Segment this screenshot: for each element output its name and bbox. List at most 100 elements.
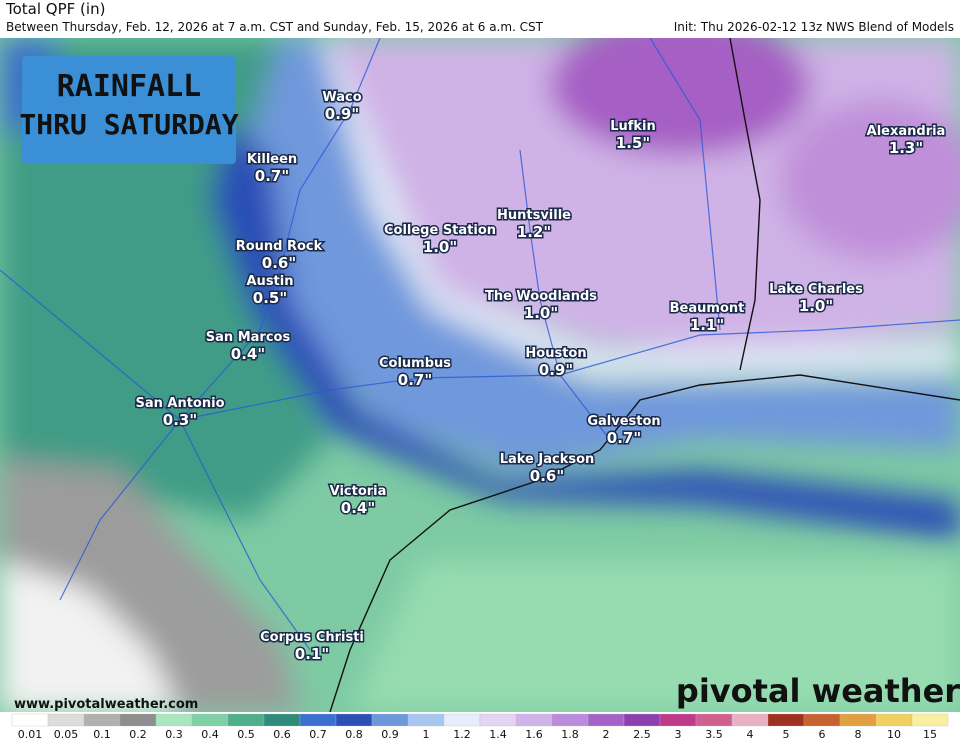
legend-label: 6 bbox=[819, 728, 826, 741]
city-amount: 1.0" bbox=[799, 297, 833, 315]
city-name: Lufkin bbox=[610, 119, 656, 134]
legend-label: 0.5 bbox=[237, 728, 255, 741]
city-amount: 0.1" bbox=[295, 645, 329, 663]
legend-label: 0.2 bbox=[129, 728, 147, 741]
city-name: The Woodlands bbox=[485, 289, 597, 304]
legend-swatch bbox=[407, 713, 445, 727]
legend-swatch bbox=[191, 713, 229, 727]
site-url: www.pivotalweather.com bbox=[14, 697, 198, 712]
city-name: Killeen bbox=[247, 152, 297, 167]
legend-label: 0.1 bbox=[93, 728, 111, 741]
legend-label: 5 bbox=[783, 728, 790, 741]
city-name: Lake Jackson bbox=[500, 452, 595, 467]
legend-label: 1.6 bbox=[525, 728, 543, 741]
legend-label: 2 bbox=[603, 728, 610, 741]
city-amount: 0.7" bbox=[607, 429, 641, 447]
city-amount: 0.7" bbox=[255, 167, 289, 185]
legend-swatch bbox=[551, 713, 589, 727]
legend-label: 0.8 bbox=[345, 728, 363, 741]
city-name: Huntsville bbox=[497, 208, 571, 223]
legend-label: 0.01 bbox=[18, 728, 43, 741]
map-title: Total QPF (in) bbox=[5, 0, 105, 18]
legend-swatch bbox=[623, 713, 661, 727]
city-name: San Marcos bbox=[206, 330, 291, 345]
legend-label: 1.2 bbox=[453, 728, 471, 741]
legend-swatch bbox=[695, 713, 733, 727]
legend-label: 0.05 bbox=[54, 728, 79, 741]
banner-line: RAINFALL bbox=[57, 69, 202, 104]
legend-swatch bbox=[11, 713, 49, 727]
legend-label: 0.6 bbox=[273, 728, 291, 741]
legend-swatch bbox=[803, 713, 841, 727]
city-amount: 1.5" bbox=[616, 134, 650, 152]
legend-swatch bbox=[155, 713, 193, 727]
city-name: Waco bbox=[322, 90, 361, 105]
city-amount: 0.5" bbox=[253, 289, 287, 307]
legend-label: 2.5 bbox=[633, 728, 651, 741]
init-text: Init: Thu 2026-02-12 13z NWS Blend of Mo… bbox=[674, 20, 954, 34]
legend-swatch bbox=[839, 713, 877, 727]
legend-label: 0.9 bbox=[381, 728, 399, 741]
city-name: Galveston bbox=[587, 414, 660, 429]
legend-swatch bbox=[767, 713, 805, 727]
city-name: Houston bbox=[525, 346, 586, 361]
city-amount: 0.3" bbox=[163, 411, 197, 429]
city-amount: 0.9" bbox=[539, 361, 573, 379]
legend-swatch bbox=[335, 713, 373, 727]
legend-label: 3.5 bbox=[705, 728, 723, 741]
rivers-roads bbox=[0, 38, 960, 651]
banner-line: THRU SATURDAY bbox=[19, 108, 238, 141]
city-name: Alexandria bbox=[867, 124, 946, 139]
city-amount: 0.4" bbox=[231, 345, 265, 363]
legend-swatch bbox=[479, 713, 517, 727]
city-name: Lake Charles bbox=[769, 282, 863, 297]
city-amount: 1.3" bbox=[889, 139, 923, 157]
city-name: College Station bbox=[384, 223, 496, 238]
city-name: Columbus bbox=[379, 356, 451, 371]
legend: 0.01 0.05 0.1 0.2 0.3 0.4 0.5 0.6 0.7 0.8 0.9 1 1.2 1… bbox=[11, 713, 949, 741]
city-amount: 0.6" bbox=[530, 467, 564, 485]
city-amount: 0.6" bbox=[262, 254, 296, 272]
city-amount: 1.2" bbox=[517, 223, 551, 241]
legend-swatch bbox=[515, 713, 553, 727]
city-amount: 0.7" bbox=[398, 371, 432, 389]
legend-swatch bbox=[587, 713, 625, 727]
legend-swatch bbox=[299, 713, 337, 727]
legend-swatch bbox=[875, 713, 913, 727]
legend-label: 4 bbox=[747, 728, 754, 741]
city-name: Austin bbox=[247, 274, 294, 289]
logo: pivotal weather bbox=[676, 672, 960, 710]
legend-label: 8 bbox=[855, 728, 862, 741]
city-amount: 1.0" bbox=[524, 304, 558, 322]
city-name: Beaumont bbox=[670, 301, 745, 316]
city-amount: 1.1" bbox=[690, 316, 724, 334]
legend-label: 1 bbox=[423, 728, 430, 741]
legend-swatch bbox=[371, 713, 409, 727]
coastline bbox=[329, 38, 960, 712]
legend-swatch bbox=[263, 713, 301, 727]
legend-label: 10 bbox=[887, 728, 901, 741]
legend-swatch bbox=[47, 713, 85, 727]
legend-swatch bbox=[731, 713, 769, 727]
legend-label: 1.4 bbox=[489, 728, 507, 741]
header-bar bbox=[0, 0, 960, 38]
legend-label: 0.7 bbox=[309, 728, 327, 741]
city-name: Victoria bbox=[330, 484, 387, 499]
legend-swatch bbox=[659, 713, 697, 727]
legend-label: 1.8 bbox=[561, 728, 579, 741]
city-name: San Antonio bbox=[135, 396, 224, 411]
precip-field bbox=[0, 38, 960, 712]
legend-label: 0.4 bbox=[201, 728, 219, 741]
legend-swatch bbox=[911, 713, 949, 727]
legend-swatch bbox=[119, 713, 157, 727]
legend-label: 15 bbox=[923, 728, 937, 741]
legend-swatch bbox=[83, 713, 121, 727]
legend-label: 3 bbox=[675, 728, 682, 741]
legend-label: 0.3 bbox=[165, 728, 183, 741]
city-name: Round Rock bbox=[236, 239, 323, 254]
city-amount: 0.9" bbox=[325, 105, 359, 123]
city-name: Corpus Christi bbox=[260, 630, 364, 645]
map-subtitle: Between Thursday, Feb. 12, 2026 at 7 a.m… bbox=[6, 20, 544, 34]
